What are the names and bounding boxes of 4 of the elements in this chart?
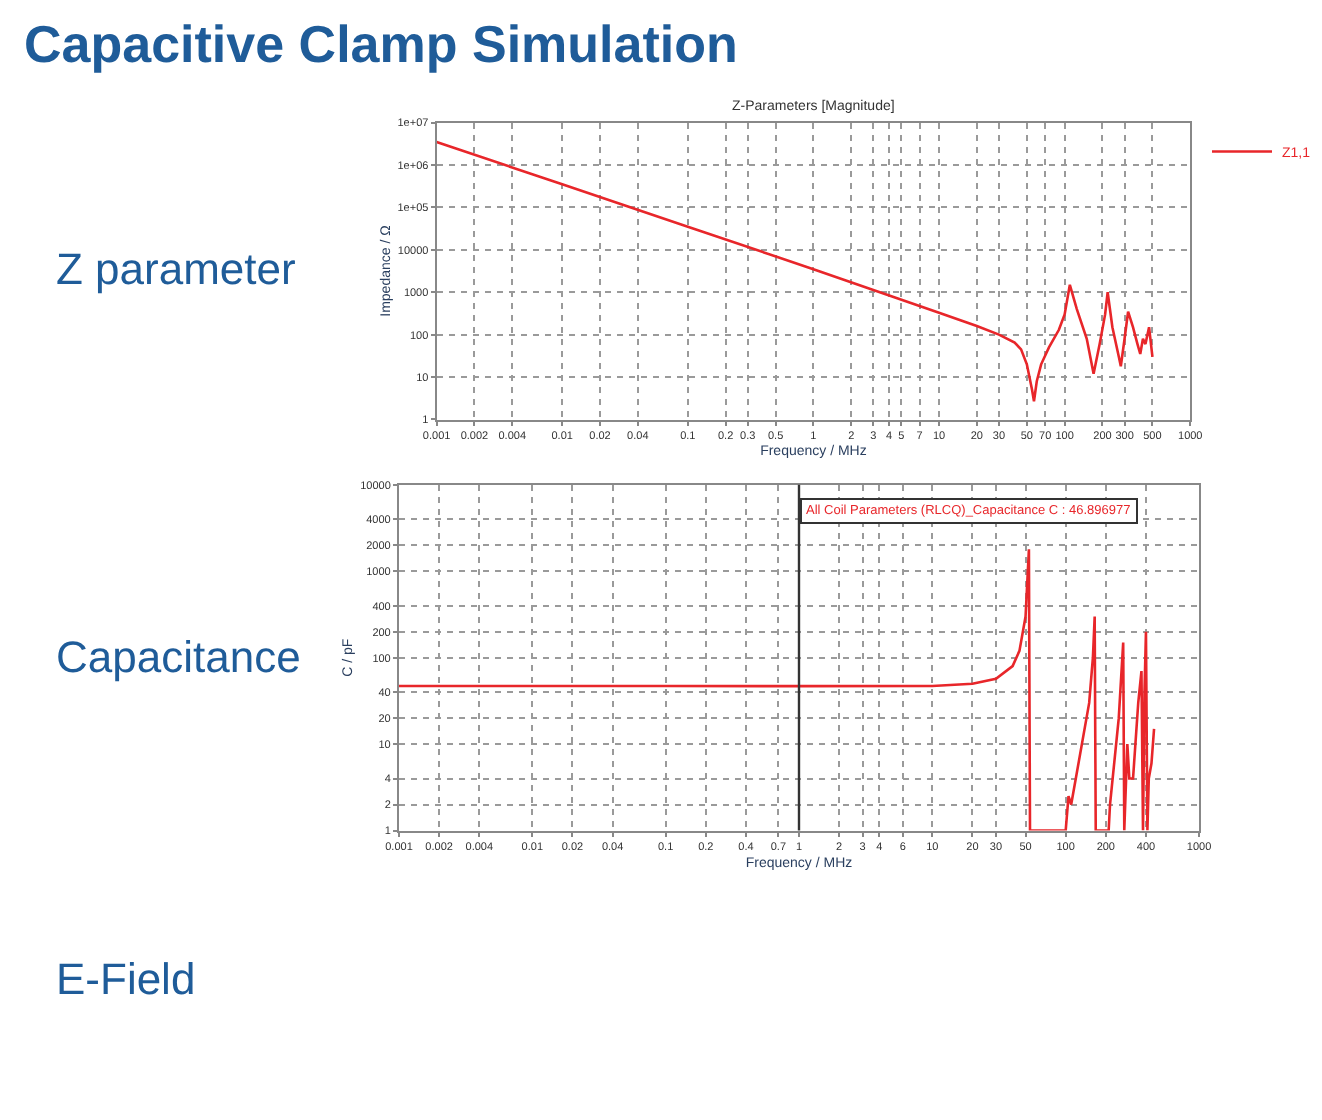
text: Z parameter xyxy=(56,244,296,294)
text: Capacitance xyxy=(56,632,301,682)
text: Capacitive Clamp Simulation xyxy=(24,14,738,74)
text: E-Field xyxy=(56,954,196,1004)
